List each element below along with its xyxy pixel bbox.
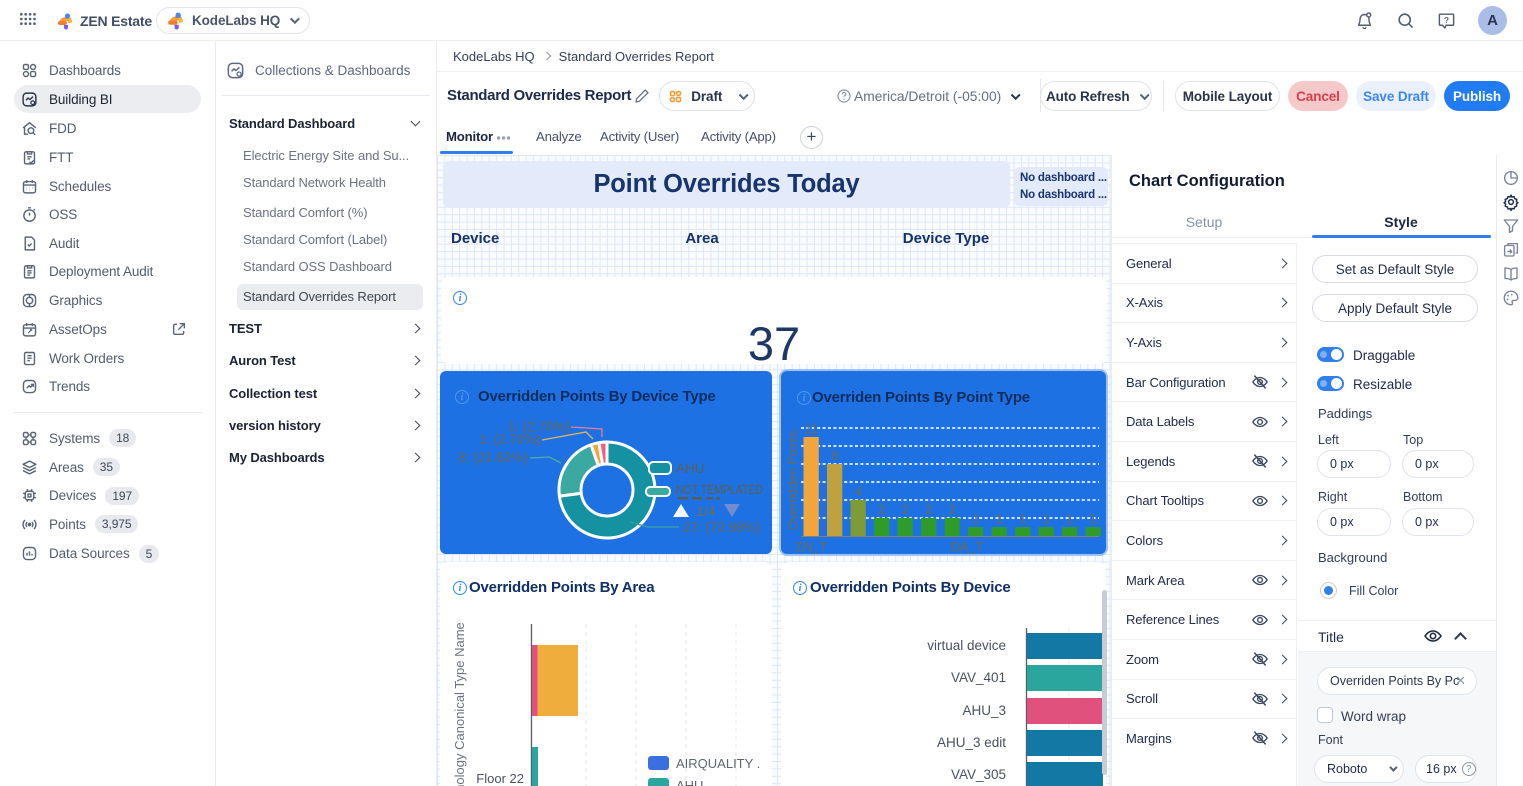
svg-text:2: 2 — [925, 502, 932, 517]
svg-text:2: 2 — [878, 502, 885, 517]
svg-text:NOT TEMPLATED: NOT TEMPLATED — [676, 482, 763, 497]
svg-text:1: 1 — [1066, 511, 1073, 526]
svg-text:Floor 22: Floor 22 — [476, 771, 524, 786]
svg-text:1: 1 — [996, 511, 1003, 526]
svg-text:AIRQUALITY .: AIRQUALITY . — [676, 756, 760, 771]
svg-text:ZN_T: ZN_T — [795, 539, 828, 554]
svg-text:AHU .: AHU . — [676, 778, 711, 786]
svg-text:4: 4 — [855, 484, 862, 499]
svg-text:27: (72.98%): 27: (72.98%) — [683, 520, 760, 535]
svg-text:11: 11 — [804, 421, 818, 436]
svg-text:1: 1 — [1042, 511, 1049, 526]
svg-text:VAV_401: VAV_401 — [951, 670, 1006, 685]
svg-text:Overridden Points: Overridden Points — [786, 430, 800, 530]
svg-text:?: ? — [1444, 15, 1449, 25]
svg-text:1: 1 — [1019, 511, 1026, 526]
svg-text:VAV_305: VAV_305 — [951, 767, 1006, 782]
svg-text:DA_T: DA_T — [950, 539, 983, 554]
svg-text:1/4: 1/4 — [696, 503, 716, 519]
svg-text:2: 2 — [902, 502, 909, 517]
svg-text:AHU_3: AHU_3 — [962, 703, 1006, 718]
svg-text:1: (2.70%): 1: (2.70%) — [479, 432, 541, 447]
svg-text:8: (21.62%): 8: (21.62%) — [458, 450, 528, 465]
svg-text:1: 1 — [1089, 511, 1096, 526]
svg-text:8: 8 — [831, 448, 838, 463]
svg-text:nology Canonical Type Name: nology Canonical Type Name — [452, 622, 467, 786]
svg-text:1: 1 — [972, 511, 979, 526]
svg-text:AHU_3 edit: AHU_3 edit — [937, 735, 1006, 750]
svg-text:virtual device: virtual device — [927, 638, 1006, 653]
svg-text:2: 2 — [949, 502, 956, 517]
svg-text:1: (2.70%): 1: (2.70%) — [508, 419, 570, 434]
svg-text:AHU: AHU — [676, 461, 705, 476]
